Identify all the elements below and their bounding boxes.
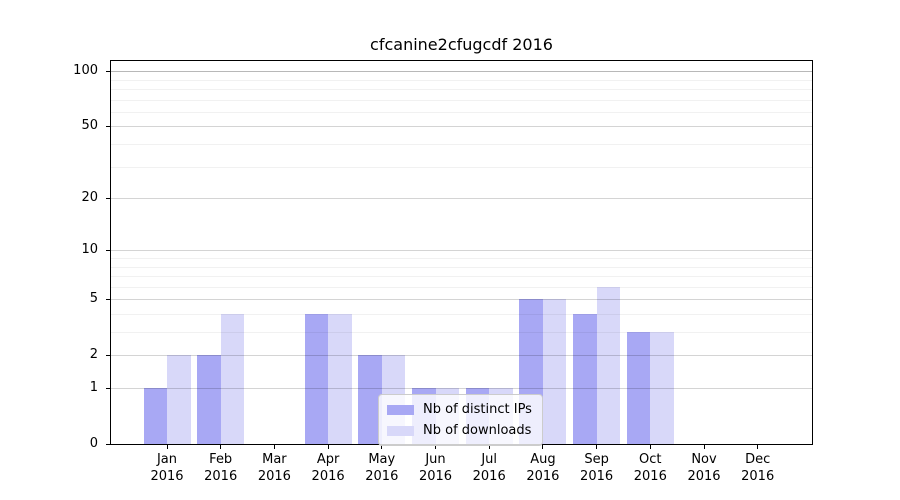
minor-gridline <box>111 111 812 113</box>
bar-feb-series1 <box>220 314 245 444</box>
x-tick-mark <box>488 445 490 449</box>
x-tick-label: Apr 2016 <box>311 452 345 484</box>
x-tick-mark <box>381 445 383 449</box>
minor-gridline <box>111 99 812 101</box>
y-tick-mark <box>106 444 110 445</box>
x-axis: Jan 2016 Feb 2016 Mar 2016 Apr 2016 May 2016… <box>111 445 812 497</box>
bar-apr-series0 <box>304 314 329 444</box>
x-tick-label: Jun 2016 <box>418 452 453 484</box>
bar-oct-series1 <box>650 332 674 444</box>
minor-gridline <box>111 79 812 81</box>
bar-apr-series1 <box>328 314 352 444</box>
bar-jan-series1 <box>167 355 191 444</box>
minor-gridline <box>111 286 812 288</box>
y-tick-label: 100 <box>73 63 98 79</box>
major-gridline <box>111 198 812 200</box>
x-tick-mark <box>542 445 544 449</box>
x-tick-label: Nov 2016 <box>687 452 721 484</box>
x-tick-mark <box>273 445 275 449</box>
y-tick-label: 2 <box>89 347 98 363</box>
x-tick-label: Oct 2016 <box>633 452 667 484</box>
y-tick-label: 10 <box>81 242 98 258</box>
y-axis: 0 1 2 5 10 20 50 100 <box>0 61 110 451</box>
bar-sep-series1 <box>596 286 621 444</box>
bar-oct-series0 <box>626 332 651 444</box>
y-tick-label: 1 <box>89 380 98 395</box>
major-gridline <box>111 388 812 389</box>
y-tick-mark <box>106 126 110 127</box>
x-tick-label: Mar 2016 <box>257 452 291 484</box>
x-tick-label: Dec 2016 <box>741 452 775 484</box>
y-tick-mark <box>106 250 110 251</box>
legend-label-downloads: Nb of downloads <box>423 423 532 438</box>
major-gridline <box>111 71 812 73</box>
bar-sep-series0 <box>573 314 597 444</box>
bar-jan-series0 <box>143 388 167 444</box>
minor-gridline <box>111 276 812 277</box>
legend: Nb of distinct IPs Nb of downloads <box>378 394 543 446</box>
major-gridline <box>111 355 812 357</box>
y-tick-mark <box>106 388 110 389</box>
legend-label-distinct-ips: Nb of distinct IPs <box>423 402 532 417</box>
minor-gridline <box>111 144 812 145</box>
y-tick-label: 20 <box>81 190 98 206</box>
legend-swatch-distinct-ips-icon <box>387 404 414 415</box>
x-tick-label: Jul 2016 <box>472 452 506 484</box>
legend-item-downloads: Nb of downloads <box>387 423 532 438</box>
minor-gridline <box>111 258 812 259</box>
x-tick-mark <box>327 445 329 449</box>
minor-gridline <box>111 89 812 90</box>
x-tick-mark <box>703 445 705 449</box>
major-gridline <box>111 126 812 128</box>
minor-gridline <box>111 332 812 333</box>
x-tick-label: May 2016 <box>365 452 399 484</box>
major-gridline <box>111 250 812 252</box>
x-tick-mark <box>596 445 598 449</box>
x-tick-mark <box>435 445 436 449</box>
y-tick-mark <box>106 71 110 72</box>
y-tick-mark <box>106 198 110 199</box>
y-tick-mark <box>106 355 110 356</box>
x-tick-label: Feb 2016 <box>204 452 238 484</box>
minor-gridline <box>111 266 812 268</box>
minor-gridline <box>111 314 812 315</box>
x-tick-mark <box>220 445 222 449</box>
legend-item-distinct-ips: Nb of distinct IPs <box>387 402 532 417</box>
major-gridline <box>111 299 812 301</box>
x-tick-mark <box>649 445 651 449</box>
y-tick-label: 0 <box>89 436 98 451</box>
legend-swatch-downloads-icon <box>387 425 414 436</box>
x-tick-label: Jan 2016 <box>150 452 184 484</box>
y-tick-label: 50 <box>81 118 98 134</box>
bar-may-series0 <box>358 355 382 444</box>
x-tick-mark <box>166 445 168 449</box>
x-tick-label: Aug 2016 <box>526 452 560 484</box>
x-tick-mark <box>757 445 759 449</box>
bar-feb-series0 <box>197 355 221 444</box>
y-tick-label: 5 <box>89 291 98 307</box>
minor-gridline <box>111 166 812 168</box>
chart-title: cfcanine2cfugcdf 2016 <box>370 35 553 54</box>
plot-area: Nb of distinct IPs Nb of downloads <box>110 60 813 446</box>
bar-aug-series1 <box>542 299 567 444</box>
y-tick-mark <box>106 299 110 300</box>
x-tick-label: Sep 2016 <box>580 452 614 484</box>
